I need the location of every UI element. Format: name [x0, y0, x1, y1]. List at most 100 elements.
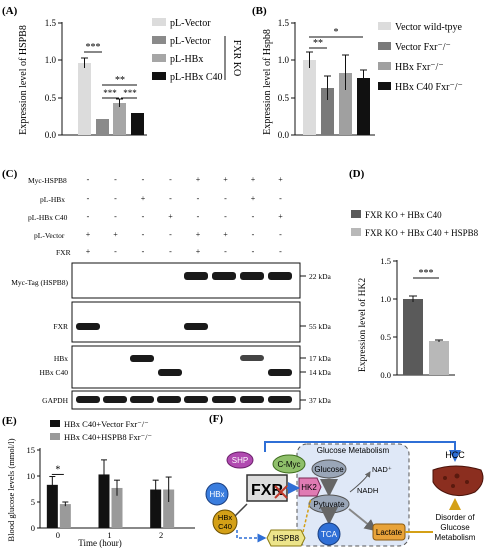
panel-c-sign: + — [223, 175, 228, 184]
panel-c-sign: - — [279, 194, 282, 203]
panel-e-legend-label: HBx C40+Vector Fxr⁻/⁻ — [64, 419, 149, 429]
panel-c-sign: - — [224, 212, 227, 221]
hbx-c40-label: HBx — [218, 513, 232, 522]
panel-a-legend-label: pL-Vector — [170, 36, 211, 47]
panel-e-xlabel: Time (hour) — [78, 538, 121, 548]
panel-c-sign: + — [196, 230, 201, 239]
liver-icon — [432, 465, 484, 497]
panel-a-bar — [78, 63, 91, 135]
panel-a-ylabel: Expression level of HSPB8 — [18, 25, 29, 135]
cmyc-node — [272, 454, 306, 474]
blot-myc-bands — [184, 272, 292, 280]
panel-a-bracket-label: FXR KO — [231, 40, 242, 76]
panel-a-tick: 1.0 — [45, 55, 57, 65]
glucose-metabolism-title: Glucose Metabolism — [317, 446, 390, 455]
panel-d-tick: 0.0 — [380, 370, 391, 380]
panel-e-bar — [111, 487, 123, 528]
panel-e-xtick: 0 — [56, 530, 60, 540]
panel-c-sign: + — [86, 247, 91, 256]
blot-left-label: FXR — [53, 322, 68, 331]
panel-b-legend-swatch — [378, 82, 391, 90]
panel-a-legend-swatch — [152, 72, 166, 80]
panel-b-legend-swatch — [378, 42, 391, 50]
panel-c-sign: - — [169, 194, 172, 203]
panel-e-bar — [59, 504, 71, 528]
panel-b-legend-label: HBx Fxr⁻/⁻ — [395, 62, 444, 73]
glucose-label: Glucose — [314, 465, 344, 474]
panel-a-sig: *** — [86, 42, 101, 53]
panel-c-sign: + — [141, 194, 146, 203]
panel-a-tick: 1.5 — [45, 18, 57, 28]
hbx-c40-node — [212, 509, 238, 535]
panel-e-label: (E) — [2, 415, 17, 427]
panel-d-tick: 1.0 — [380, 294, 391, 304]
panel-d-bar — [429, 341, 449, 375]
panel-e-plot: 0 5 10 15 0 1 2 * — [27, 445, 195, 540]
hk2-label: HK2 — [301, 483, 317, 492]
blot-fxr-bands — [76, 323, 208, 330]
panel-b-ticks: 0.0 0.5 1.0 1.5 — [278, 18, 295, 140]
hbx-c40-label: C40 — [218, 522, 232, 531]
panel-c-sign: + — [168, 212, 173, 221]
panel-d: (D) FXR KO + HBx C40 FXR KO + HBx C40 + … — [345, 165, 493, 390]
panel-e-legend-label: HBx C40+HSPB8 Fxr⁻/⁻ — [64, 432, 152, 442]
panel-d-ticks: 0.0 0.5 1.0 1.5 — [380, 256, 397, 380]
panel-c-sign: + — [223, 230, 228, 239]
panel-c-sign: - — [169, 175, 172, 184]
hspb8-node — [266, 529, 306, 547]
panel-a-sig: ** — [115, 75, 125, 86]
panel-b-bar — [339, 73, 352, 135]
panel-e-legend-swatch — [50, 420, 60, 427]
panel-a-sig: *** — [123, 88, 137, 98]
panel-c-sign: - — [197, 194, 200, 203]
panel-c-sign: + — [278, 175, 283, 184]
panel-c-label: (C) — [2, 168, 18, 180]
panel-b-legend-swatch — [378, 22, 391, 30]
panel-b-label: (B) — [252, 5, 267, 17]
panel-c-sign: - — [114, 247, 117, 256]
cmyc-label: C-Myc — [277, 460, 300, 469]
panel-e-legend-swatch — [50, 433, 60, 440]
tca-node — [317, 522, 341, 546]
panel-b-legend-swatch — [378, 62, 391, 70]
hcc-label: HCC — [445, 450, 465, 460]
blot-myc — [71, 262, 301, 299]
panel-c-sign: - — [252, 230, 255, 239]
panel-e-ytick: 15 — [27, 445, 36, 455]
panel-c-sign: - — [142, 212, 145, 221]
panel-e-bar — [150, 489, 162, 528]
panel-c-sign: - — [197, 212, 200, 221]
panel-c-sign: - — [114, 212, 117, 221]
panel-d-sig: *** — [419, 268, 434, 279]
fxr-node — [246, 474, 288, 502]
nad-label: NAD⁺ — [372, 465, 392, 474]
panel-a-legend-swatch — [152, 54, 166, 62]
panel-c-row-label: pL-Vector — [34, 231, 65, 240]
blot-kda-label: 55 kDa — [309, 322, 332, 331]
panel-b-legend-label: Vector Fxr⁻/⁻ — [395, 42, 451, 53]
blot-gapdh-bands — [76, 396, 292, 403]
panel-b-tick: 0.0 — [278, 130, 290, 140]
panel-d-ylabel: Expression level of HK2 — [357, 278, 368, 372]
panel-a-legend-label: pL-HBx C40 — [170, 72, 223, 83]
panel-a-tick: 0.0 — [45, 130, 57, 140]
blot-kda-label: 17 kDa — [309, 354, 332, 363]
hbx-label: HBx — [209, 490, 224, 499]
panel-d-tick: 1.5 — [380, 256, 391, 266]
panel-c-sign: - — [252, 212, 255, 221]
nadh-label: NADH — [357, 486, 378, 495]
blot-hbx — [71, 345, 301, 389]
panel-c-sign: - — [279, 230, 282, 239]
panel-c-sign: + — [86, 230, 91, 239]
panel-a: (A) Expression level of HSPB8 0.0 0.5 1.… — [0, 0, 250, 160]
panel-c-sign: - — [87, 194, 90, 203]
panel-c-sign: - — [224, 194, 227, 203]
panel-a-ticks: 0.0 0.5 1.0 1.5 — [45, 18, 62, 140]
panel-b: (B) Expression level of Hspb8 0.0 0.5 1.… — [250, 0, 493, 160]
blot-left-label: HBx — [54, 354, 68, 363]
panel-b-bar — [303, 60, 316, 135]
panel-b-tick: 1.0 — [278, 55, 290, 65]
blot-left-label: Myc-Tag (HSPB8) — [11, 278, 68, 287]
panel-b-bar — [357, 78, 370, 135]
panel-c-row-label: FXR — [56, 248, 71, 257]
